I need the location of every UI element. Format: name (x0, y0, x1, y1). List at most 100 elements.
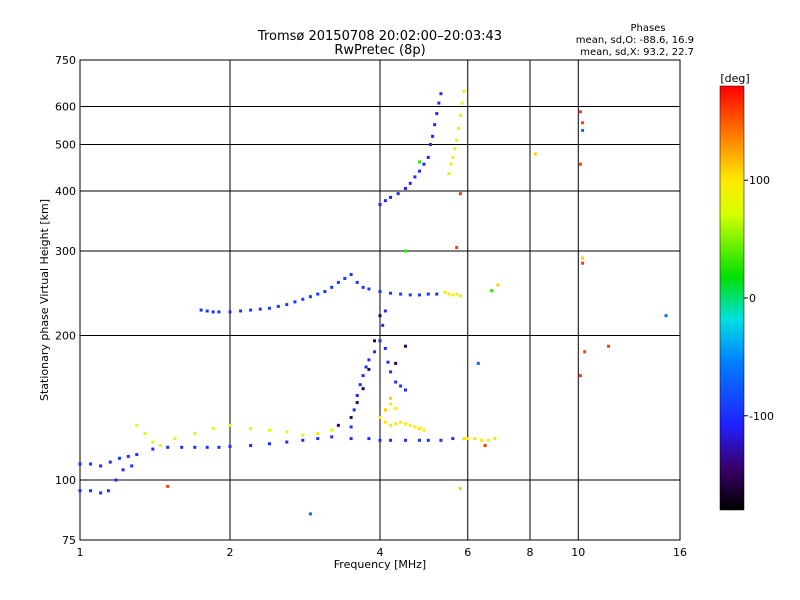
data-point (426, 155, 430, 159)
data-point (394, 406, 398, 410)
data-point (301, 297, 305, 301)
data-point (364, 365, 368, 369)
chart-title: Tromsø 20150708 20:02:00–20:03:43 (257, 29, 502, 44)
data-point (258, 307, 262, 311)
data-point (458, 487, 462, 491)
x-tick-label: 2 (227, 546, 234, 559)
data-point (408, 293, 412, 297)
data-point (399, 292, 403, 296)
data-point (403, 422, 407, 426)
data-point (383, 199, 387, 203)
data-point (403, 249, 407, 253)
data-point (205, 309, 209, 313)
data-point (496, 283, 500, 287)
data-point (581, 121, 585, 125)
data-point (151, 440, 155, 444)
x-tick-label: 8 (527, 546, 534, 559)
data-point (193, 432, 197, 436)
data-point (389, 291, 393, 295)
data-point (367, 367, 371, 371)
colorbar-unit: [deg] (720, 72, 749, 85)
data-point (316, 437, 320, 441)
data-point (439, 438, 443, 442)
data-point (443, 290, 447, 294)
data-point (480, 438, 484, 442)
data-point (349, 415, 353, 419)
data-point (486, 438, 490, 442)
data-point (343, 276, 347, 280)
data-point (578, 110, 582, 114)
data-point (396, 192, 400, 196)
data-point (285, 430, 289, 434)
data-point (193, 445, 197, 449)
data-point (301, 438, 305, 442)
data-point (389, 423, 393, 427)
data-point (267, 428, 271, 432)
data-point (462, 89, 466, 93)
data-point (394, 361, 398, 365)
data-point (267, 442, 271, 446)
data-point (413, 425, 417, 429)
data-point (126, 454, 130, 458)
data-point (458, 113, 462, 117)
data-point (373, 350, 377, 354)
data-point (581, 128, 585, 132)
data-point (378, 290, 382, 294)
data-point (361, 387, 365, 391)
data-point (293, 300, 297, 304)
data-point (378, 314, 382, 318)
data-point (249, 427, 253, 431)
data-point (435, 292, 439, 296)
data-point (211, 310, 215, 314)
data-point (135, 453, 139, 457)
data-point (449, 162, 453, 166)
data-point (389, 370, 393, 374)
data-point (373, 339, 377, 343)
data-point (249, 308, 253, 312)
data-point (228, 310, 232, 314)
data-point (173, 437, 177, 441)
data-point (403, 344, 407, 348)
chart-subtitle: RwPretec (8p) (334, 43, 425, 58)
data-point (355, 280, 359, 284)
data-point (435, 112, 439, 116)
data-point (367, 358, 371, 362)
colorbar-tick-label: 100 (749, 174, 770, 187)
data-point (166, 445, 170, 449)
data-point (383, 408, 387, 412)
data-point (89, 489, 93, 493)
data-point (578, 374, 582, 378)
data-point (285, 440, 289, 444)
data-point (349, 437, 353, 441)
y-tick-label: 300 (55, 245, 76, 258)
data-point (378, 415, 382, 419)
data-point (99, 491, 103, 495)
data-point (99, 464, 103, 468)
data-point (451, 155, 455, 159)
data-point (431, 134, 435, 138)
x-axis-label: Frequency [MHz] (334, 558, 426, 571)
data-point (330, 435, 334, 439)
data-point (355, 394, 359, 398)
data-point (108, 460, 112, 464)
data-point (483, 444, 487, 448)
x-tick-label: 6 (464, 546, 471, 559)
y-tick-label: 200 (55, 330, 76, 343)
data-point (462, 437, 466, 441)
data-point (267, 306, 271, 310)
y-tick-label: 500 (55, 139, 76, 152)
data-point (460, 101, 464, 105)
data-point (308, 295, 312, 299)
data-point (228, 423, 232, 427)
data-point (399, 420, 403, 424)
data-point (413, 175, 417, 179)
data-point (433, 123, 437, 127)
data-point (581, 261, 585, 265)
data-point (394, 422, 398, 426)
data-point (426, 438, 430, 442)
phase-stats-o: mean, sd,O: -88.6, 16.9 (576, 35, 694, 46)
data-point (455, 138, 459, 142)
data-point (249, 444, 253, 448)
data-point (394, 380, 398, 384)
